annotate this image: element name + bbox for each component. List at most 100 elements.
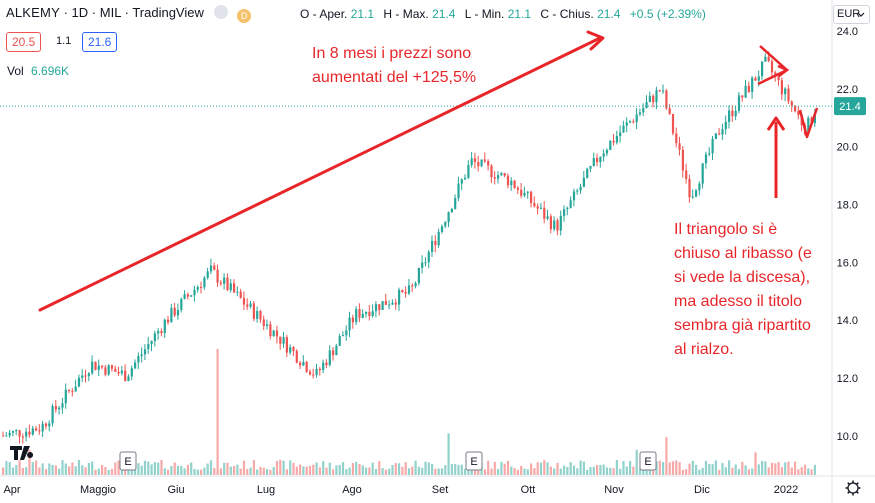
data-mode-badge[interactable]: D: [237, 9, 252, 23]
volume-bar: [345, 469, 348, 475]
candle-body: [325, 362, 328, 366]
candle-body: [589, 165, 592, 169]
candle-body: [77, 377, 81, 387]
candle-body: [239, 291, 242, 298]
volume-bar: [381, 468, 384, 475]
volume-bar: [173, 462, 176, 475]
volume-bar: [2, 467, 5, 475]
candle-body: [473, 158, 477, 162]
earnings-E-icon[interactable]: [119, 451, 137, 471]
trend-arrow-line: [38, 36, 602, 312]
volume-bar: [351, 462, 354, 475]
candle-body: [417, 267, 420, 284]
earnings-E-icon[interactable]: [465, 451, 483, 471]
candle-body: [150, 341, 153, 345]
volume-bar: [563, 465, 566, 475]
candle-body: [744, 85, 747, 98]
high-value: 21.4: [432, 7, 456, 21]
candle-body: [678, 143, 681, 150]
spread-value: 1.1: [56, 35, 72, 47]
volume-bar: [747, 469, 750, 475]
volume-bar: [48, 463, 51, 475]
volume-bar: [711, 464, 714, 475]
candle-body: [117, 371, 120, 374]
volume-bar: [289, 460, 292, 475]
volume-bar: [516, 469, 519, 475]
volume-bar: [97, 468, 100, 475]
gear-icon[interactable]: [845, 480, 861, 496]
candle-body: [751, 77, 754, 93]
candle-body: [401, 289, 404, 292]
volume-bar: [526, 469, 529, 475]
volume-bar: [605, 467, 609, 475]
volume-bar: [328, 462, 331, 475]
x-tick-label: Lug: [257, 484, 275, 496]
symbol-name[interactable]: ALKEMY: [6, 5, 60, 20]
volume-bar: [374, 469, 378, 475]
volume-bar: [533, 468, 536, 475]
candle-body: [332, 350, 335, 356]
volume-bar: [200, 469, 203, 475]
interval-label[interactable]: 1D: [71, 5, 89, 20]
volume-bar: [678, 462, 681, 475]
candle-body: [153, 333, 156, 342]
earnings-E-icon[interactable]: [639, 451, 657, 471]
candle-body: [186, 294, 189, 297]
legend-separator: ·: [91, 5, 97, 20]
candle-body: [275, 330, 279, 337]
legend-separator: ·: [124, 5, 129, 20]
candle-body: [213, 265, 216, 270]
volume-bar: [213, 467, 216, 475]
candle-body: [434, 240, 437, 246]
symbol-legend[interactable]: ALKEMY · 1D · MIL · TradingView D: [6, 5, 252, 23]
volume-bar: [668, 462, 671, 475]
candle-body: [599, 156, 602, 163]
volume-bar: [61, 460, 64, 475]
last-price-badge: [834, 97, 866, 116]
volume-bar: [137, 463, 140, 475]
volume-bar: [318, 467, 321, 475]
candle-body: [480, 159, 483, 167]
candle-body: [454, 198, 457, 209]
candle-body: [252, 303, 255, 319]
trend-arrow-head: [586, 30, 605, 51]
bid-price-box[interactable]: 20.5: [6, 32, 42, 52]
candle-body: [295, 350, 298, 363]
volume-bar: [167, 469, 170, 475]
market-status-icon[interactable]: [213, 5, 228, 19]
candle-body: [216, 269, 219, 283]
volume-bar: [543, 460, 546, 475]
volume-bar: [371, 462, 374, 475]
volume-bar: [790, 467, 793, 475]
candle-body: [566, 207, 569, 210]
volume-bar: [180, 465, 183, 475]
candle-body: [549, 216, 552, 230]
currency-selector[interactable]: EUR: [833, 5, 870, 24]
candle-body: [147, 344, 150, 350]
volume-bar: [688, 463, 691, 475]
candle-body: [176, 310, 180, 316]
candle-body: [605, 149, 609, 154]
y-tick-label: 12.0: [837, 373, 858, 385]
candle-body: [302, 361, 305, 366]
candle-body: [536, 206, 539, 209]
exchange-label: MIL: [99, 5, 121, 20]
triangle-arrow-head: [777, 64, 790, 77]
volume-bar: [15, 465, 18, 475]
volume-bar: [35, 460, 38, 475]
candle-body: [91, 361, 94, 374]
candle-body: [68, 389, 71, 391]
candle-body: [5, 435, 8, 437]
volume-bar: [592, 466, 595, 475]
candle-body: [539, 207, 543, 209]
candle-body: [467, 164, 470, 178]
ask-price-box[interactable]: 21.6: [82, 32, 118, 52]
gear-icon-tooth: [847, 491, 850, 494]
volume-bar: [186, 464, 189, 475]
candle-body: [322, 362, 325, 370]
candle-body: [546, 216, 549, 219]
volume-bar: [104, 466, 107, 475]
volume-bar: [803, 464, 807, 475]
tradingview-logo-icon[interactable]: [10, 446, 34, 460]
